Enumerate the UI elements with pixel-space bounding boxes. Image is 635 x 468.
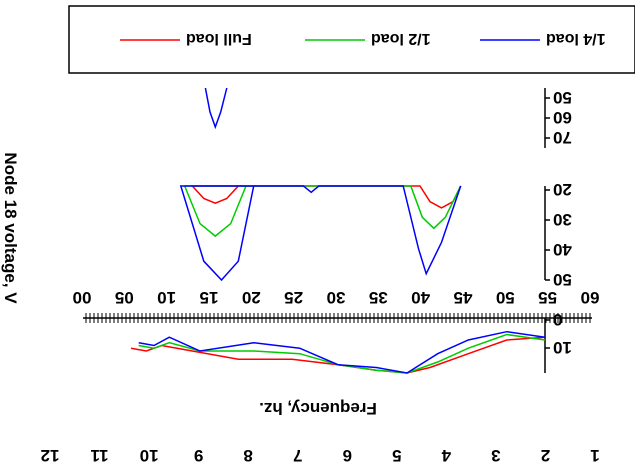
bottom-tick-label: 1	[590, 446, 599, 465]
x-tick-label: 55	[538, 288, 557, 307]
y-tick-label: 30	[553, 210, 572, 229]
x-tick-label: 25	[284, 288, 303, 307]
bottom-tick-label: 6	[343, 446, 352, 465]
bottom-tick-label: 9	[194, 446, 203, 465]
x-axis-title: Frequency, hz.	[259, 399, 377, 418]
x-tick-label: 10	[157, 288, 176, 307]
y-tick-label: 10	[553, 338, 572, 357]
y-tick-label: 50	[553, 88, 572, 107]
y-tick-label: 60	[553, 108, 572, 127]
bottom-tick-label: 10	[140, 446, 159, 465]
x-tick-label: 00	[73, 288, 92, 307]
x-tick-label: 30	[327, 288, 346, 307]
legend-label: 1/2 load	[371, 30, 431, 47]
y-tick-label: 20	[553, 180, 572, 199]
panel-lower: 010	[130, 310, 572, 374]
x-tick-label: 05	[115, 288, 134, 307]
bottom-tick-label: 12	[41, 446, 60, 465]
bottom-tick-label: 11	[91, 446, 109, 465]
bottom-tick-label: 3	[491, 446, 500, 465]
x-tick-label: 40	[411, 288, 430, 307]
x-tick-band	[83, 313, 592, 323]
bottom-tick-label: 7	[293, 446, 302, 465]
bottom-tick-label: 4	[441, 446, 451, 465]
bottom-tick-label: 2	[541, 446, 550, 465]
legend-label: 1/4 load	[546, 30, 606, 47]
y-tick-label: 50	[553, 270, 572, 289]
x-tick-label: 60	[581, 288, 600, 307]
series-line	[179, 185, 462, 282]
legend-label: Full load	[186, 30, 252, 47]
bottom-tick-label: 8	[243, 446, 252, 465]
series-line	[138, 330, 546, 374]
bottom-tick-label: 5	[392, 446, 401, 465]
x-tick-label: 50	[496, 288, 515, 307]
series-line	[138, 333, 546, 374]
y-tick-label: 70	[553, 128, 572, 147]
series-line	[204, 87, 228, 130]
x-tick-label: 15	[200, 288, 219, 307]
series-line	[190, 185, 462, 209]
y-tick-label: 40	[553, 240, 572, 259]
series-line	[183, 185, 462, 238]
y-axis-title: Node 18 voltage, V	[1, 152, 20, 304]
x-tick-label: 20	[242, 288, 261, 307]
x-tick-label: 45	[454, 288, 473, 307]
x-tick-label: 35	[369, 288, 388, 307]
